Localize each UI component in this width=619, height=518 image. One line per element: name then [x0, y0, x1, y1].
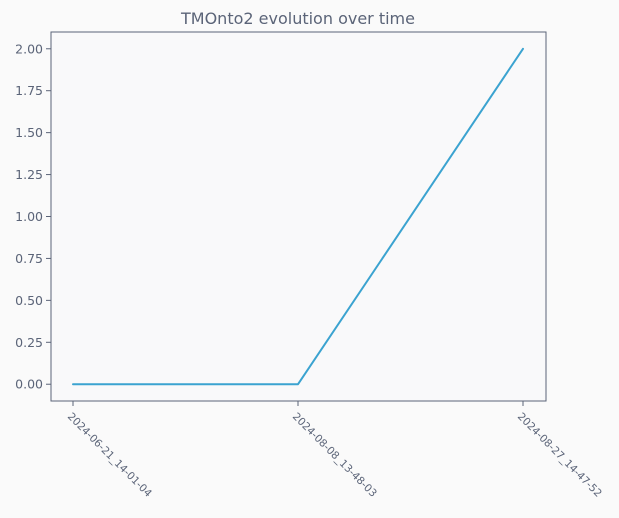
- x-tick-label: 2024-08-27_14-47-52: [515, 411, 604, 500]
- plot-area: [50, 31, 547, 402]
- chart-title: TMOnto2 evolution over time: [180, 9, 415, 28]
- y-tick-label: 0.75: [15, 251, 43, 266]
- y-tick-label: 1.25: [15, 167, 43, 182]
- x-tick-label: 2024-06-21_14-01-04: [65, 411, 154, 500]
- y-tick-label: 1.00: [15, 209, 43, 224]
- y-tick-label: 0.00: [15, 377, 43, 392]
- y-tick-label: 1.50: [15, 125, 43, 140]
- x-tick-label: 2024-08-08_13-48-03: [290, 411, 379, 500]
- y-tick-label: 2.00: [15, 41, 43, 56]
- y-tick-label: 0.25: [15, 335, 43, 350]
- y-tick-label: 1.75: [15, 83, 43, 98]
- y-tick-label: 0.50: [15, 293, 43, 308]
- series-line: [72, 47, 524, 386]
